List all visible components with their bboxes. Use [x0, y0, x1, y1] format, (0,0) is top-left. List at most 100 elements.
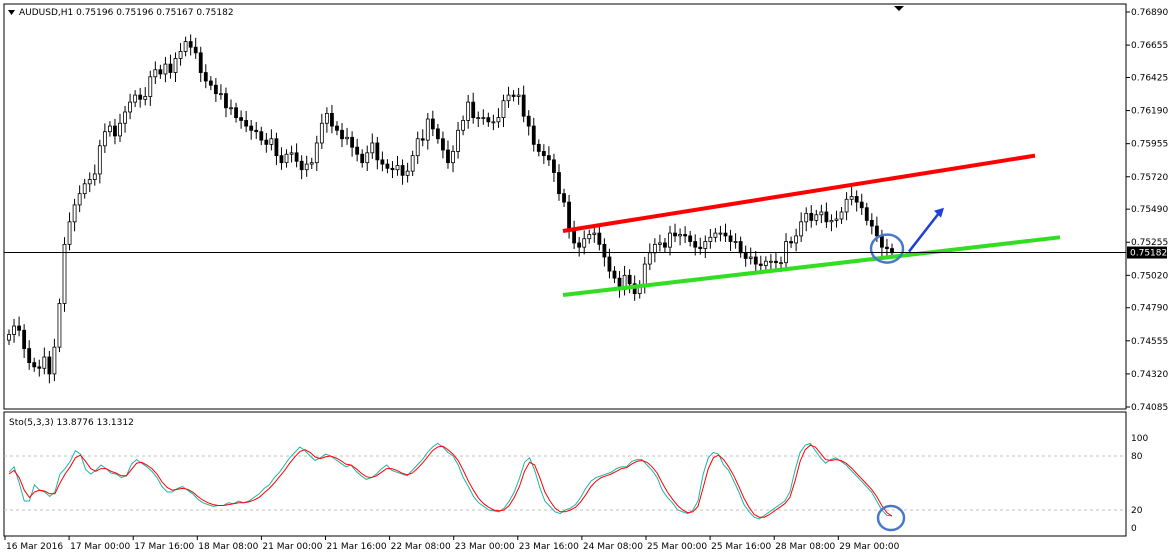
price-tick-label: 0.76425 — [1131, 73, 1168, 83]
candles-layer — [7, 34, 894, 384]
time-tick-label: 25 Mar 16:00 — [711, 542, 771, 552]
candle — [193, 37, 198, 59]
candle — [400, 159, 405, 185]
candle — [319, 113, 324, 150]
resistance-trendline[interactable] — [562, 153, 1036, 233]
candle — [849, 187, 854, 206]
candle — [279, 147, 284, 170]
indicator-axis: 100 80 20 0 — [1131, 434, 1148, 534]
candle — [486, 112, 491, 127]
support-trendline[interactable] — [562, 235, 1061, 298]
candle — [592, 225, 597, 243]
price-tick-label: 0.74085 — [1131, 403, 1168, 413]
highlight-circle[interactable] — [869, 233, 905, 264]
candle — [521, 85, 526, 123]
chart-menu-triangle-icon[interactable] — [8, 10, 15, 15]
candle — [763, 256, 768, 271]
time-tick-label: 29 Mar 00:00 — [839, 542, 899, 552]
candle — [208, 76, 213, 91]
time-tick-label: 22 Mar 08:00 — [391, 542, 451, 552]
candle — [854, 190, 859, 212]
candle — [587, 229, 592, 244]
candle — [133, 90, 138, 108]
candle — [118, 113, 122, 142]
candle — [506, 86, 511, 108]
candle — [173, 52, 178, 82]
candle — [27, 340, 32, 370]
main-chart-frame — [3, 3, 1127, 410]
candle — [229, 99, 233, 115]
time-tick-label: 16 Mar 2016 — [6, 542, 63, 552]
candle — [683, 226, 688, 244]
price-tick-label: 0.74320 — [1131, 370, 1168, 380]
candle — [62, 237, 67, 312]
indicator-tick-label: 100 — [1131, 434, 1148, 444]
time-tick-label: 17 Mar 00:00 — [70, 542, 130, 552]
candle — [774, 251, 778, 269]
candle — [526, 110, 531, 136]
candle — [728, 229, 733, 251]
candle — [244, 110, 249, 133]
candle — [254, 121, 259, 139]
candle — [789, 236, 793, 248]
candle — [673, 223, 677, 242]
candle — [819, 204, 824, 224]
candle — [385, 159, 390, 174]
candle — [864, 202, 869, 226]
candle — [67, 212, 72, 251]
candle — [824, 202, 829, 228]
candle — [203, 64, 208, 89]
candle — [698, 237, 703, 255]
stoch-signal-line — [8, 444, 893, 518]
candle — [234, 102, 238, 123]
price-tick-label: 0.75490 — [1131, 205, 1168, 215]
candle — [138, 87, 143, 108]
candle — [57, 298, 62, 353]
candle — [405, 162, 410, 183]
candle — [481, 109, 486, 125]
candle — [562, 188, 566, 208]
candle — [102, 123, 107, 153]
candle — [557, 164, 561, 201]
candle — [713, 228, 718, 243]
candle — [219, 84, 223, 100]
time-tick-label: 21 Mar 16:00 — [327, 542, 387, 552]
stoch-highlight-circle[interactable] — [876, 504, 906, 532]
candle — [390, 161, 395, 179]
candle — [47, 350, 52, 384]
candle — [72, 198, 77, 232]
candle — [531, 117, 536, 152]
candle — [435, 123, 440, 144]
candle — [718, 225, 723, 242]
candle — [239, 110, 244, 129]
candle — [213, 78, 218, 102]
candle — [546, 146, 551, 166]
indicator-tick-label: 0 — [1131, 524, 1137, 534]
indicator-frame — [3, 411, 1127, 537]
candle — [148, 70, 153, 106]
candle — [678, 228, 682, 246]
candle — [309, 157, 314, 170]
up-arrow-icon[interactable] — [908, 210, 941, 253]
time-tick-label: 17 Mar 16:00 — [134, 542, 194, 552]
candle — [809, 205, 814, 228]
candle — [375, 136, 380, 170]
candle — [491, 114, 496, 131]
candle — [612, 266, 617, 284]
candle — [496, 108, 501, 128]
candle — [365, 145, 370, 171]
candle — [42, 347, 47, 375]
indicator-tick-label: 20 — [1131, 506, 1143, 516]
candle — [607, 248, 612, 279]
candle — [52, 338, 57, 382]
time-axis: 16 Mar 2016 17 Mar 00:00 17 Mar 16:00 18 Ma… — [4, 536, 900, 552]
candle — [446, 140, 450, 169]
candle — [12, 318, 16, 343]
candle — [663, 238, 667, 253]
candle — [153, 61, 158, 84]
candle — [501, 94, 506, 128]
shift-marker-icon[interactable] — [894, 6, 904, 11]
candle — [708, 229, 713, 249]
candle — [128, 93, 132, 120]
